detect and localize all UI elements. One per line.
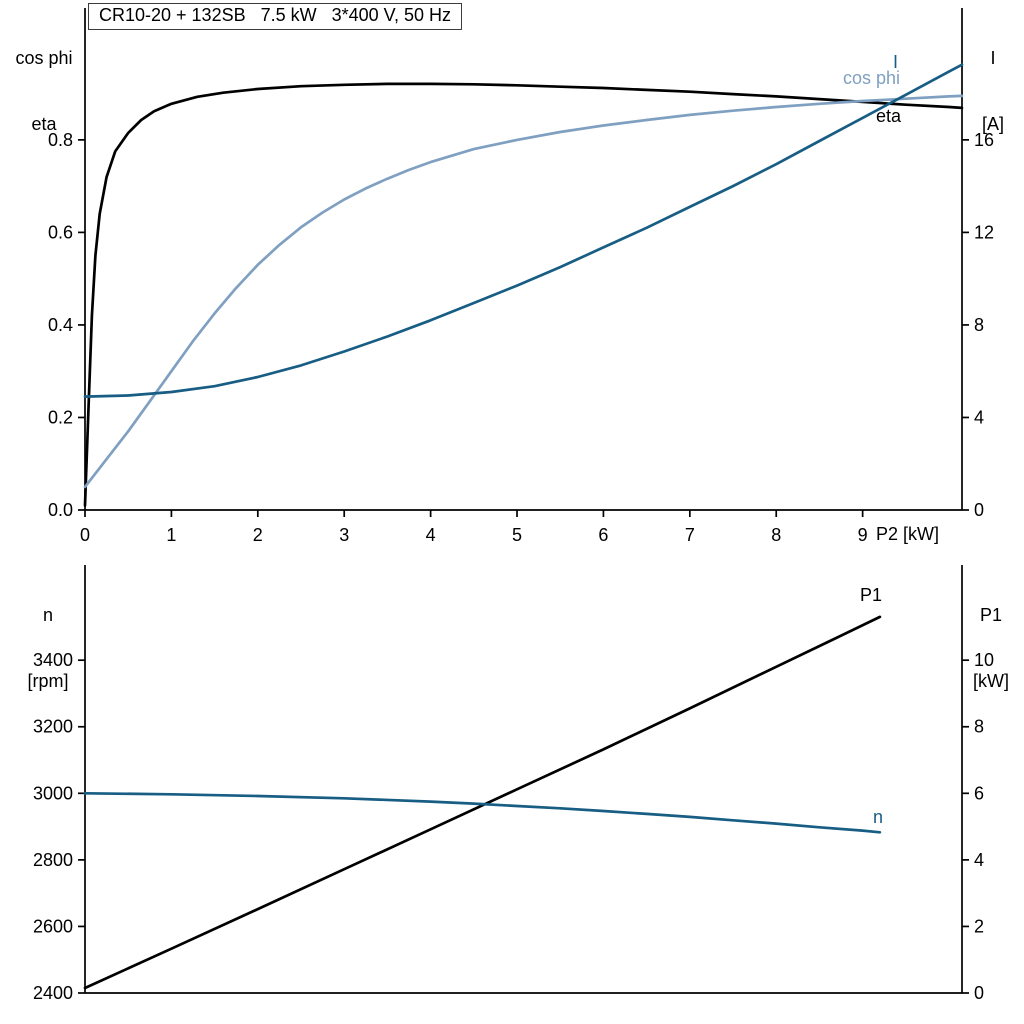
x-tick-label: 7 [685,525,695,545]
x-tick-label: 0 [80,525,90,545]
curve-label-n: n [873,807,884,827]
left-tick-label: 3200 [33,717,73,737]
x-tick-label: 6 [598,525,608,545]
curve-eta [83,82,964,507]
right-tick-label: 2 [974,916,984,936]
right-tick-label: 4 [974,850,984,870]
x-tick-label: 4 [426,525,436,545]
bottom-left-axis-title-line2: [rpm] [27,671,69,691]
top-left-axis-title-line2: eta [31,114,57,134]
left-tick-label: 0.6 [48,222,73,242]
x-tick-label: 9 [858,525,868,545]
bottom-left-axis-title: n [rpm] [10,560,86,714]
left-tick-label: 2800 [33,850,73,870]
x-tick-label: 3 [339,525,349,545]
curve-current [83,63,964,398]
right-tick-label: 10 [974,650,994,670]
left-tick-label: 2600 [33,916,73,936]
curve-cos_phi [83,94,964,489]
curve-label-p1: P1 [860,585,883,605]
right-tick-label: 12 [974,222,994,242]
right-tick-label: 0 [974,500,984,520]
bottom-right-axis-title: P1 [kW] [962,560,1020,714]
right-tick-label: 0 [974,983,984,1003]
top-right-axis-title-line1: I [990,48,996,68]
curve-n [83,791,882,834]
x-tick-label: 8 [771,525,781,545]
right-tick-label: 8 [974,315,984,335]
top-left-axis-title: cos phi eta [4,3,84,157]
curve-P1 [83,615,882,990]
x-axis-label: P2 [kW] [876,524,940,544]
top-right-axis-title: I [A] [966,3,1020,157]
left-tick-label: 0.8 [48,130,73,150]
top-left-axis-title-line1: cos phi [15,48,73,68]
right-tick-label: 4 [974,407,984,427]
right-tick-label: 16 [974,130,994,150]
chart-title: CR10-20 + 132SB 7.5 kW 3*400 V, 50 Hz [88,3,463,30]
left-tick-label: 3400 [33,650,73,670]
left-tick-label: 2400 [33,983,73,1003]
bottom-left-axis-title-line1: n [42,605,53,625]
bottom-right-axis-title-line1: P1 [979,605,1003,625]
left-tick-label: 3000 [33,783,73,803]
bottom-right-axis-title-line2: [kW] [973,671,1009,691]
left-tick-label: 0.0 [48,500,73,520]
curve-label-cos-phi: cos phi [843,68,901,88]
right-tick-label: 6 [974,783,984,803]
curve-label-eta: eta [876,106,902,126]
x-tick-label: 2 [253,525,263,545]
top-right-axis-title-line2: [A] [981,114,1004,134]
left-tick-label: 0.2 [48,407,73,427]
left-tick-label: 0.4 [48,315,73,335]
x-tick-label: 5 [512,525,522,545]
x-tick-label: 1 [166,525,176,545]
right-tick-label: 8 [974,717,984,737]
curve-label-current: I [893,52,899,72]
